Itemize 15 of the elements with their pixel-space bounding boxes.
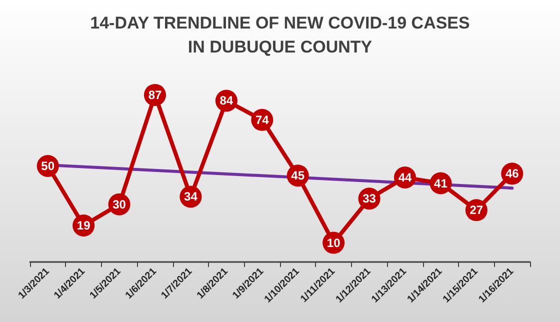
data-label: 34 (184, 190, 198, 204)
chart-title: 14-DAY TRENDLINE OF NEW COVID-19 CASES IN DUBUQUE COUNTY (90, 14, 470, 56)
data-label: 46 (505, 166, 520, 181)
data-label: 19 (76, 218, 91, 233)
data-label: 10 (326, 236, 341, 250)
data-label: 84 (220, 94, 234, 108)
data-label: 41 (434, 176, 448, 190)
data-label: 27 (470, 203, 484, 218)
data-label: 45 (291, 168, 305, 183)
data-label: 33 (362, 192, 376, 206)
data-label: 50 (41, 159, 55, 173)
data-label: 87 (148, 88, 162, 102)
data-label: 74 (255, 112, 270, 127)
data-label: 30 (112, 197, 126, 212)
data-label: 44 (398, 170, 412, 185)
